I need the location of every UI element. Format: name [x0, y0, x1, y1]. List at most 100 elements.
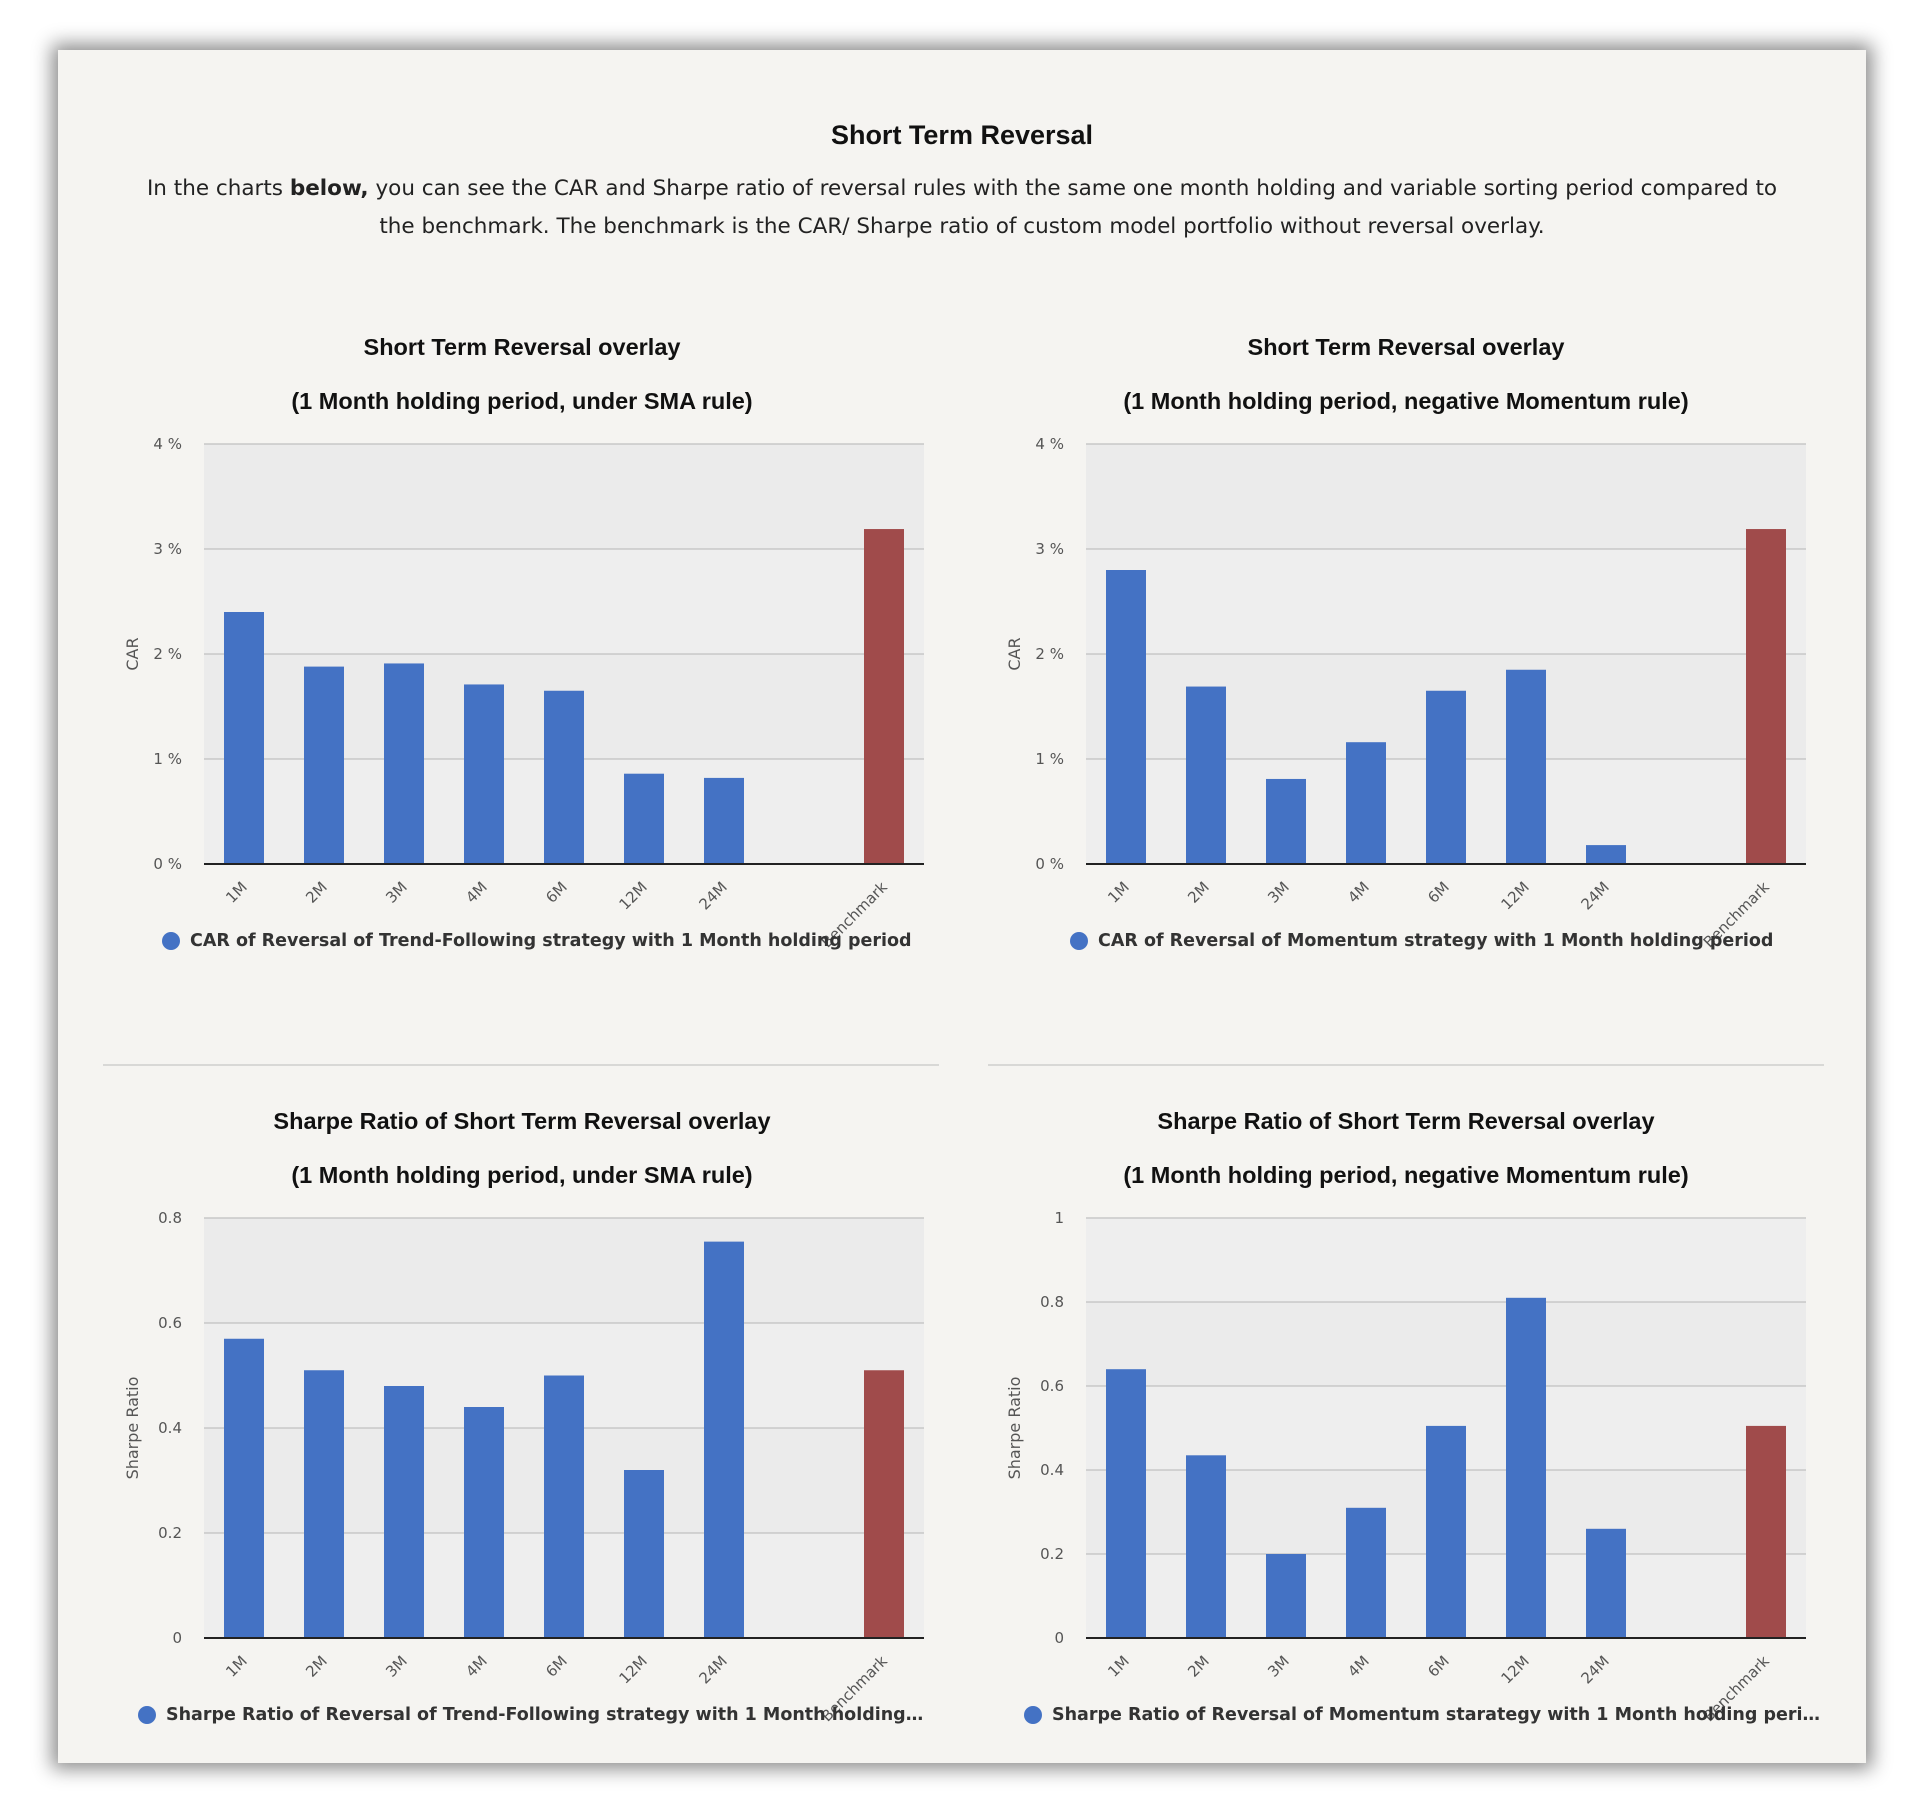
x-tick-label: 3M	[382, 1652, 411, 1681]
benchmark-bar	[1746, 529, 1786, 864]
y-tick-label: 1 %	[153, 750, 182, 768]
benchmark-bar	[864, 529, 904, 864]
y-tick-label: 3 %	[1035, 540, 1064, 558]
chart-0-legend[interactable]: CAR of Reversal of Trend-Following strat…	[162, 931, 912, 951]
y-tick-label: 0 %	[153, 855, 182, 873]
chart-1-legend[interactable]: CAR of Reversal of Momentum strategy wit…	[1070, 931, 1773, 951]
bar	[1426, 690, 1466, 864]
bar	[1106, 570, 1146, 864]
bar	[624, 773, 664, 864]
legend-dot-icon	[1024, 1706, 1042, 1724]
x-tick-label: 4M	[1344, 1652, 1373, 1681]
y-tick-label: 0 %	[1035, 855, 1064, 873]
bar	[1266, 778, 1306, 864]
y-tick-label: 0.8	[158, 1209, 182, 1227]
x-tick-label: 24M	[1577, 878, 1612, 913]
x-tick-label: 2M	[1184, 1652, 1213, 1681]
y-tick-label: 1 %	[1035, 750, 1064, 768]
legend-dot-icon	[138, 1706, 156, 1724]
x-tick-label: 24M	[695, 878, 730, 913]
divider-left	[103, 1064, 939, 1066]
chart-0-subtitle: (1 Month holding period, under SMA rule)	[291, 388, 753, 414]
bar	[1506, 669, 1546, 864]
chart-3-legend-label: Sharpe Ratio of Reversal of Momentum sta…	[1052, 1705, 1824, 1725]
x-tick-label: 1M	[1104, 878, 1133, 907]
bar	[304, 666, 344, 864]
x-tick-label: 6M	[1424, 1652, 1453, 1681]
y-tick-label: 0.2	[158, 1524, 182, 1542]
bar	[1506, 1297, 1546, 1638]
bar	[1186, 686, 1226, 864]
chart-2-legend[interactable]: Sharpe Ratio of Reversal of Trend-Follow…	[138, 1705, 928, 1725]
bar	[1586, 1528, 1626, 1638]
y-tick-label: 2 %	[153, 645, 182, 663]
chart-0-legend-label: CAR of Reversal of Trend-Following strat…	[190, 931, 912, 951]
bar	[224, 612, 264, 864]
x-tick-label: 6M	[1424, 878, 1453, 907]
page-title: Short Term Reversal	[830, 120, 1094, 150]
x-tick-label: 2M	[302, 878, 331, 907]
x-tick-label: 4M	[462, 1652, 491, 1681]
y-tick-label: 0	[1054, 1629, 1064, 1647]
bar	[1426, 1425, 1466, 1638]
x-tick-label: 3M	[1264, 1652, 1293, 1681]
x-tick-label: 12M	[1497, 1652, 1532, 1687]
chart-3-plot: 0 0.2 0.4 0.6 0.8 1 Sharpe Ratio 1M 2M 3M 4M 6M 12M 2…	[1005, 1209, 1806, 1725]
y-axis-label: CAR	[1005, 637, 1024, 670]
x-tick-label: 24M	[695, 1652, 730, 1687]
x-tick-label: 1M	[222, 1652, 251, 1681]
intro-text-end: you can see the CAR and Sharpe ratio of …	[368, 176, 1778, 239]
intro-text-start: In the charts	[146, 176, 290, 201]
x-tick-label: 1M	[222, 878, 251, 907]
benchmark-bar	[1746, 1425, 1786, 1638]
y-tick-label: 0.4	[158, 1419, 182, 1437]
legend-dot-icon	[1070, 932, 1088, 950]
bar	[384, 1386, 424, 1638]
y-tick-label: 0.8	[1040, 1293, 1064, 1311]
bar	[1586, 845, 1626, 864]
x-tick-label: 3M	[382, 878, 411, 907]
y-tick-label: 0.2	[1040, 1545, 1064, 1563]
y-tick-label: 2 %	[1035, 645, 1064, 663]
legend-dot-icon	[162, 932, 180, 950]
bar	[544, 690, 584, 864]
x-tick-label: 4M	[1344, 878, 1373, 907]
chart-3-title: Sharpe Ratio of Short Term Reversal over…	[1157, 1108, 1655, 1134]
chart-2-plot: 0 0.2 0.4 0.6 0.8 Sharpe Ratio 1M 2M 3M 4M 6M 12M 24…	[123, 1209, 924, 1725]
chart-2-legend-label: Sharpe Ratio of Reversal of Trend-Follow…	[166, 1705, 928, 1725]
y-axis-label: Sharpe Ratio	[123, 1377, 142, 1480]
chart-2-subtitle: (1 Month holding period, under SMA rule)	[291, 1162, 753, 1188]
bar	[624, 1470, 664, 1638]
plot-band	[1086, 549, 1806, 654]
bar	[224, 1338, 264, 1638]
x-tick-label: 4M	[462, 878, 491, 907]
y-tick-label: 0.6	[158, 1314, 182, 1332]
x-tick-label: 2M	[1184, 878, 1213, 907]
benchmark-bar	[864, 1370, 904, 1638]
chart-3-legend[interactable]: Sharpe Ratio of Reversal of Momentum sta…	[1024, 1705, 1824, 1725]
y-tick-label: 4 %	[1035, 435, 1064, 453]
x-tick-label: 2M	[302, 1652, 331, 1681]
bar	[304, 1370, 344, 1638]
plot-band	[204, 549, 924, 654]
x-tick-label: 12M	[1497, 878, 1532, 913]
bar	[544, 1375, 584, 1638]
chart-1-legend-label: CAR of Reversal of Momentum strategy wit…	[1098, 931, 1774, 951]
bar	[464, 1407, 504, 1638]
bar	[464, 684, 504, 864]
chart-1-subtitle: (1 Month holding period, negative Moment…	[1123, 388, 1689, 414]
y-tick-label: 3 %	[153, 540, 182, 558]
bar	[704, 1241, 744, 1638]
x-tick-label: 1M	[1104, 1652, 1133, 1681]
bar	[1346, 1507, 1386, 1638]
chart-1-title: Short Term Reversal overlay	[1247, 334, 1565, 360]
x-tick-label: 6M	[542, 878, 571, 907]
y-tick-label: 0	[172, 1629, 182, 1647]
chart-2-title: Sharpe Ratio of Short Term Reversal over…	[273, 1108, 771, 1134]
y-tick-label: 4 %	[153, 435, 182, 453]
bar	[1346, 742, 1386, 864]
y-axis-label: CAR	[123, 637, 142, 670]
x-tick-label: 12M	[615, 1652, 650, 1687]
